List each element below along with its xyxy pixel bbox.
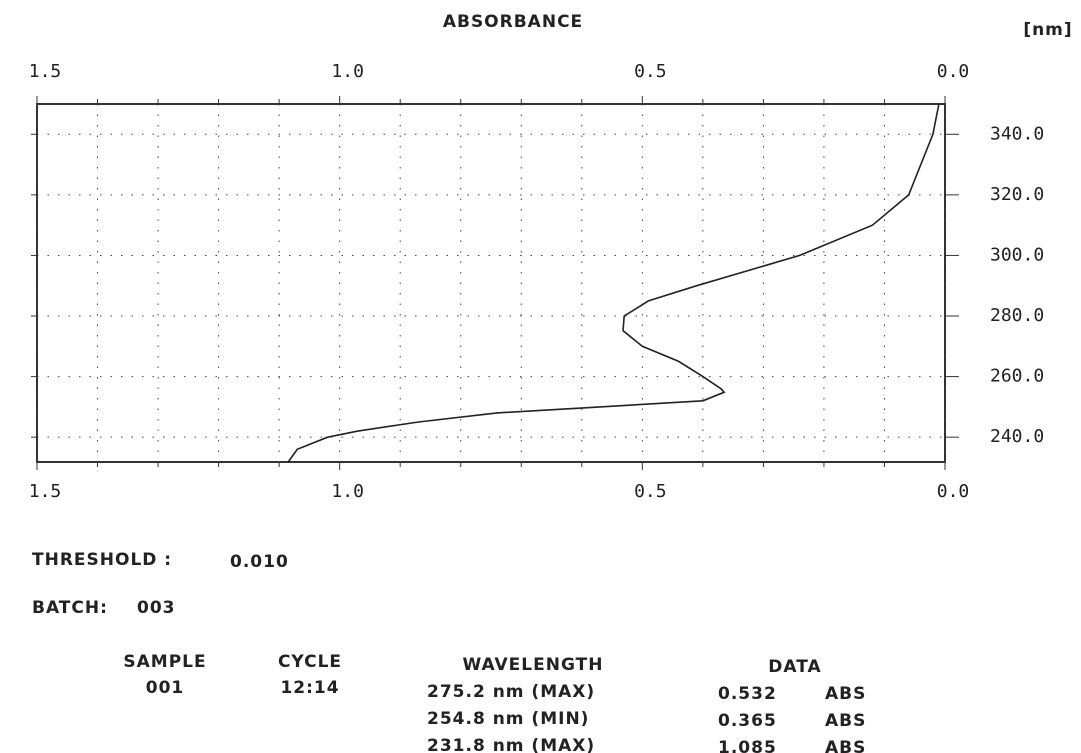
x-tick-label: 0.0 xyxy=(937,61,970,82)
y-tick-label: 280.0 xyxy=(990,305,1044,326)
x-tick-label: 1.0 xyxy=(331,61,364,82)
data-unit: ABS xyxy=(825,711,866,731)
x-tick-label: 0.5 xyxy=(634,61,667,82)
y-tick-label: 300.0 xyxy=(990,244,1044,265)
x-tick-label: 1.5 xyxy=(29,61,62,82)
plot-frame xyxy=(36,103,946,463)
data-value: 1.085 xyxy=(718,738,777,753)
chart-title: ABSORBANCE xyxy=(443,12,583,32)
x-tick-label: 0.0 xyxy=(937,481,970,502)
x-tick-label: 1.0 xyxy=(331,481,364,502)
sample: 001 xyxy=(146,678,185,698)
data-value: 0.365 xyxy=(718,711,777,731)
threshold-value: 0.010 xyxy=(230,552,289,572)
y-tick-label: 320.0 xyxy=(990,184,1044,205)
header: CYCLE xyxy=(278,652,342,672)
y-unit: [nm] xyxy=(1023,20,1072,40)
data-unit: ABS xyxy=(825,684,866,704)
header: SAMPLE xyxy=(123,652,206,672)
threshold-label: THRESHOLD : xyxy=(32,550,172,570)
y-tick-label: 340.0 xyxy=(990,123,1044,144)
x-tick-label: 1.5 xyxy=(29,481,62,502)
spectrum-line xyxy=(287,103,940,463)
header: WAVELENGTH xyxy=(463,655,604,675)
header: DATA xyxy=(768,657,821,677)
wavelength: 254.8 nm (MIN) xyxy=(427,709,589,729)
x-tick-label: 0.5 xyxy=(634,481,667,502)
y-tick-label: 240.0 xyxy=(990,426,1044,447)
batch-label: BATCH: xyxy=(32,598,108,618)
wavelength: 231.8 nm (MAX) xyxy=(427,736,595,753)
batch-value: 003 xyxy=(137,598,176,618)
cycle: 12:14 xyxy=(280,678,339,698)
wavelength: 275.2 nm (MAX) xyxy=(427,682,595,702)
data-unit: ABS xyxy=(825,738,866,753)
data-value: 0.532 xyxy=(718,684,777,704)
y-tick-label: 260.0 xyxy=(990,366,1044,387)
